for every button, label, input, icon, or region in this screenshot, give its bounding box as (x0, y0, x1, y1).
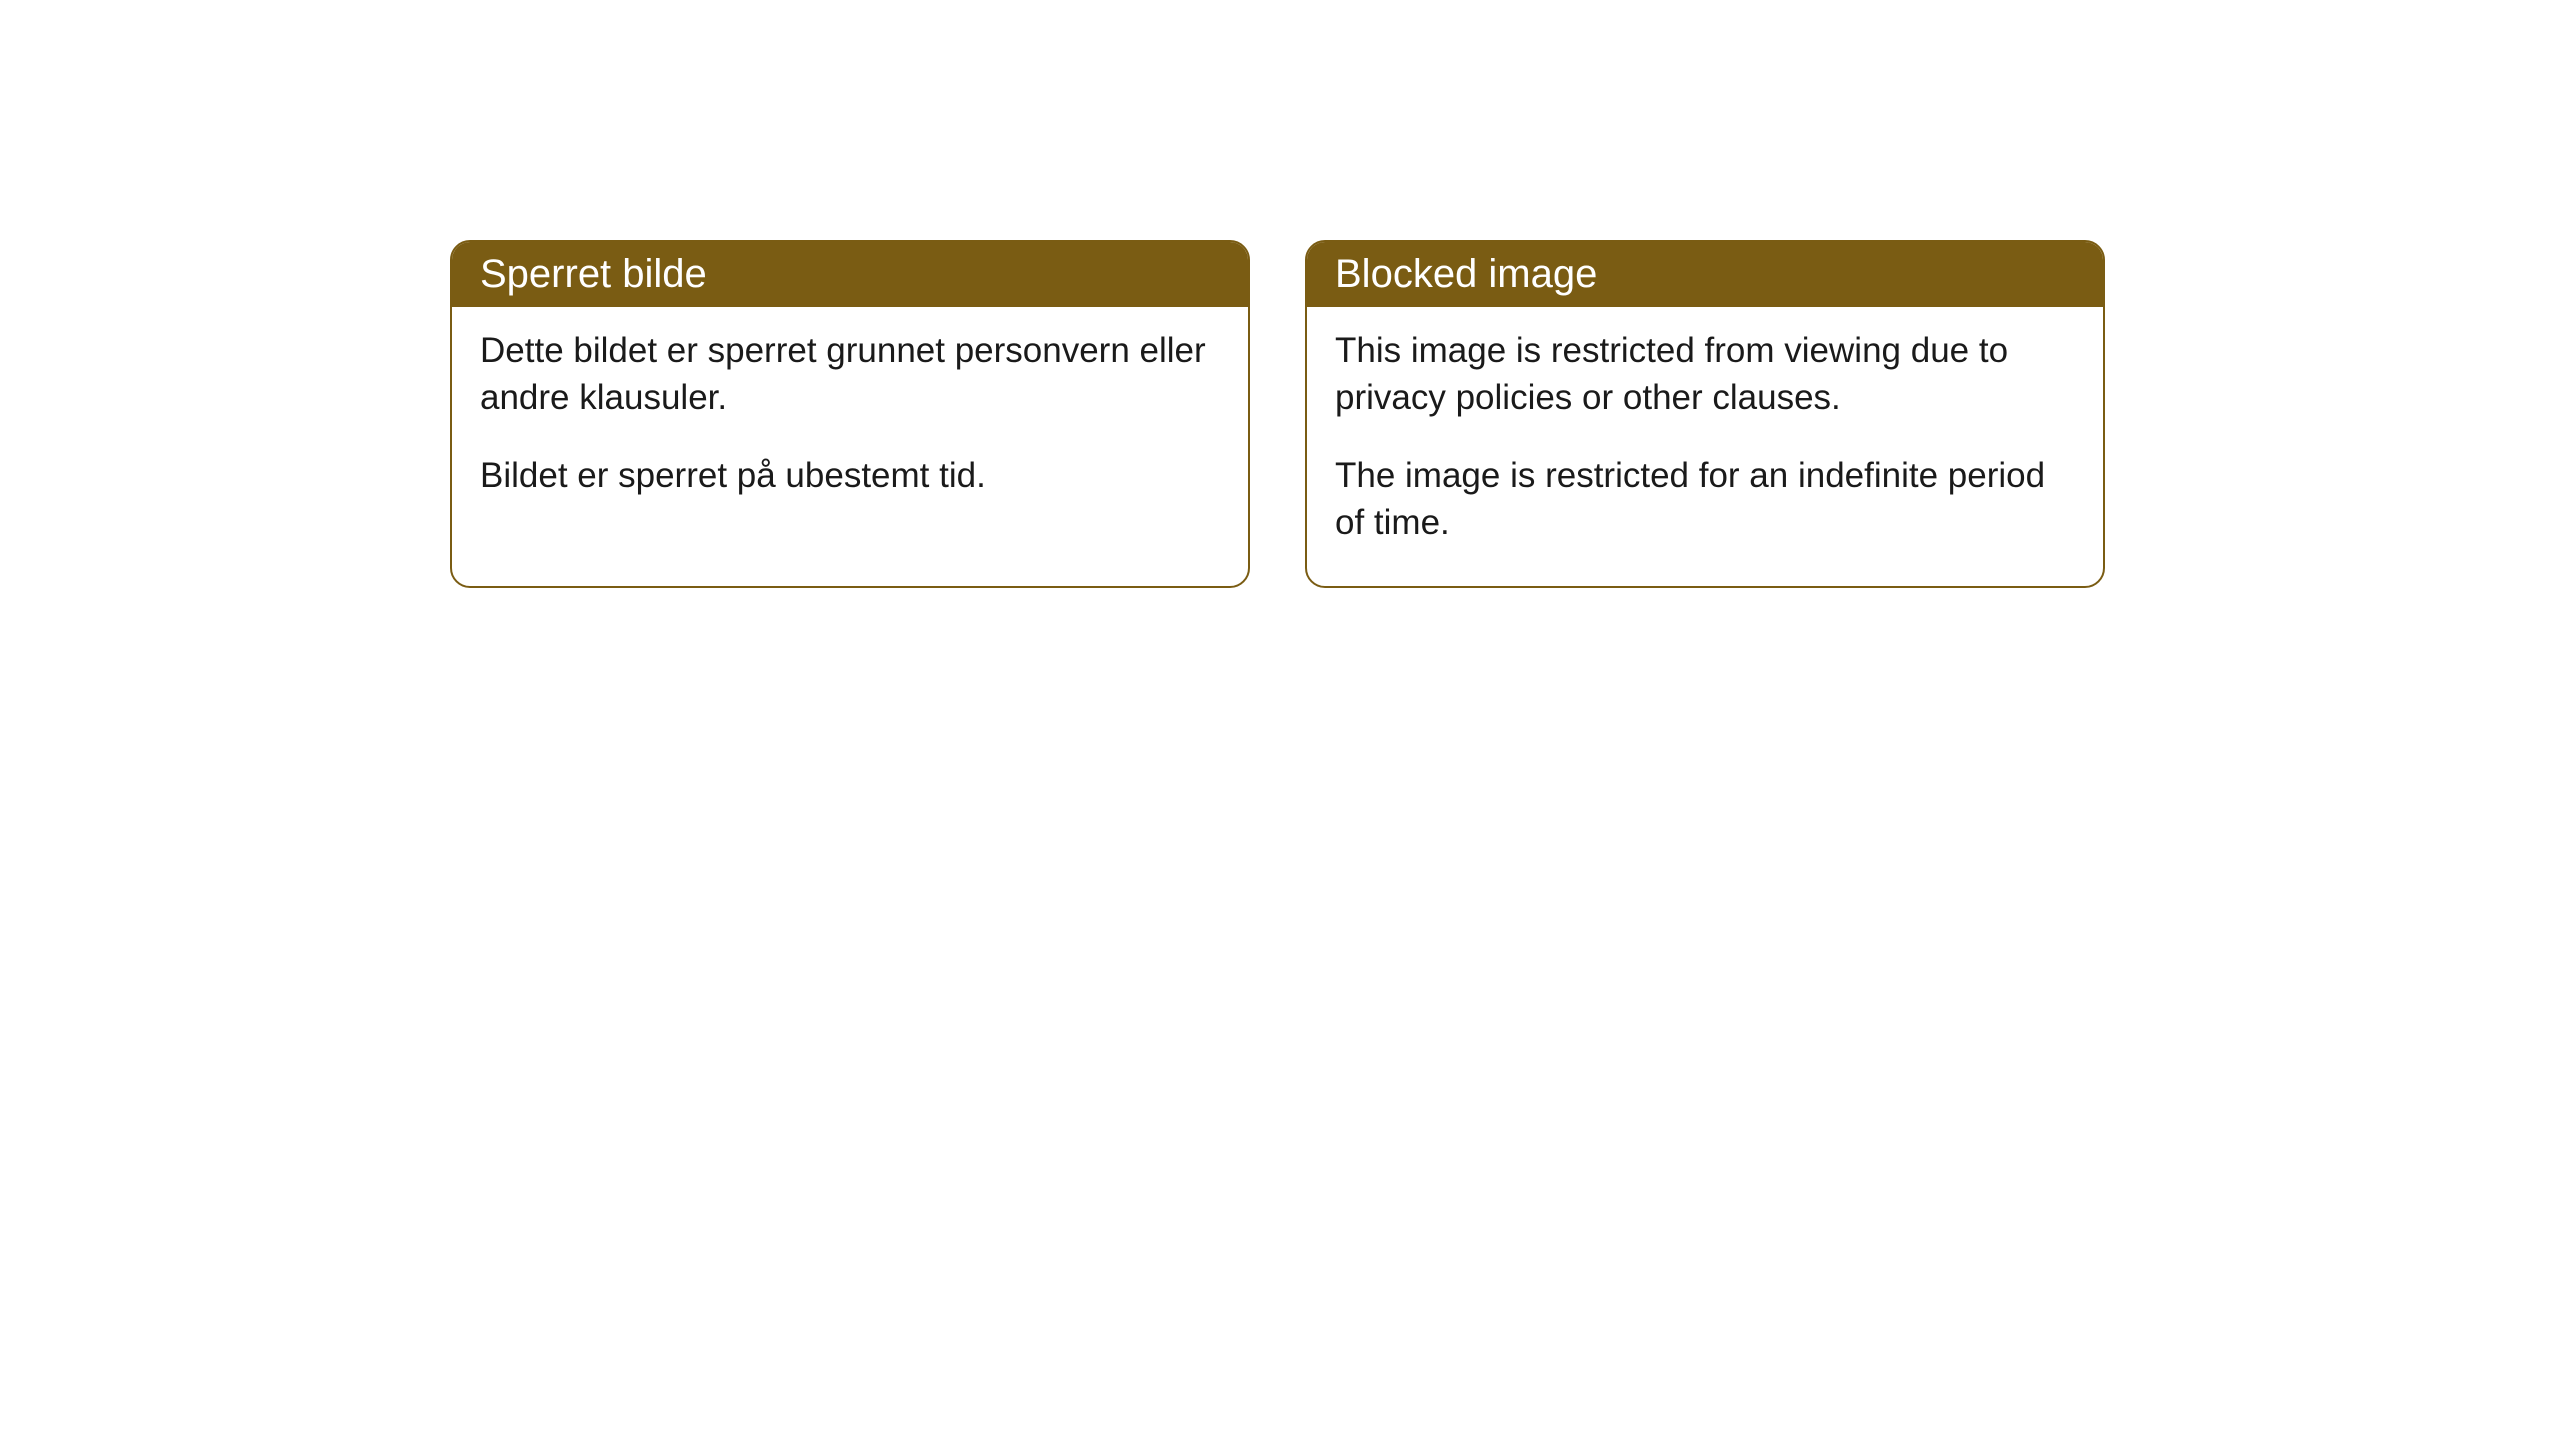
card-paragraph: The image is restricted for an indefinit… (1335, 452, 2075, 547)
card-paragraph: Dette bildet er sperret grunnet personve… (480, 327, 1220, 422)
card-header-norwegian: Sperret bilde (452, 242, 1248, 307)
card-paragraph: This image is restricted from viewing du… (1335, 327, 2075, 422)
notice-card-english: Blocked image This image is restricted f… (1305, 240, 2105, 588)
notice-card-norwegian: Sperret bilde Dette bildet er sperret gr… (450, 240, 1250, 588)
notice-cards-container: Sperret bilde Dette bildet er sperret gr… (450, 240, 2560, 588)
card-header-english: Blocked image (1307, 242, 2103, 307)
card-paragraph: Bildet er sperret på ubestemt tid. (480, 452, 1220, 499)
card-title: Blocked image (1335, 252, 1597, 296)
card-title: Sperret bilde (480, 252, 707, 296)
card-body-english: This image is restricted from viewing du… (1307, 307, 2103, 586)
card-body-norwegian: Dette bildet er sperret grunnet personve… (452, 307, 1248, 539)
